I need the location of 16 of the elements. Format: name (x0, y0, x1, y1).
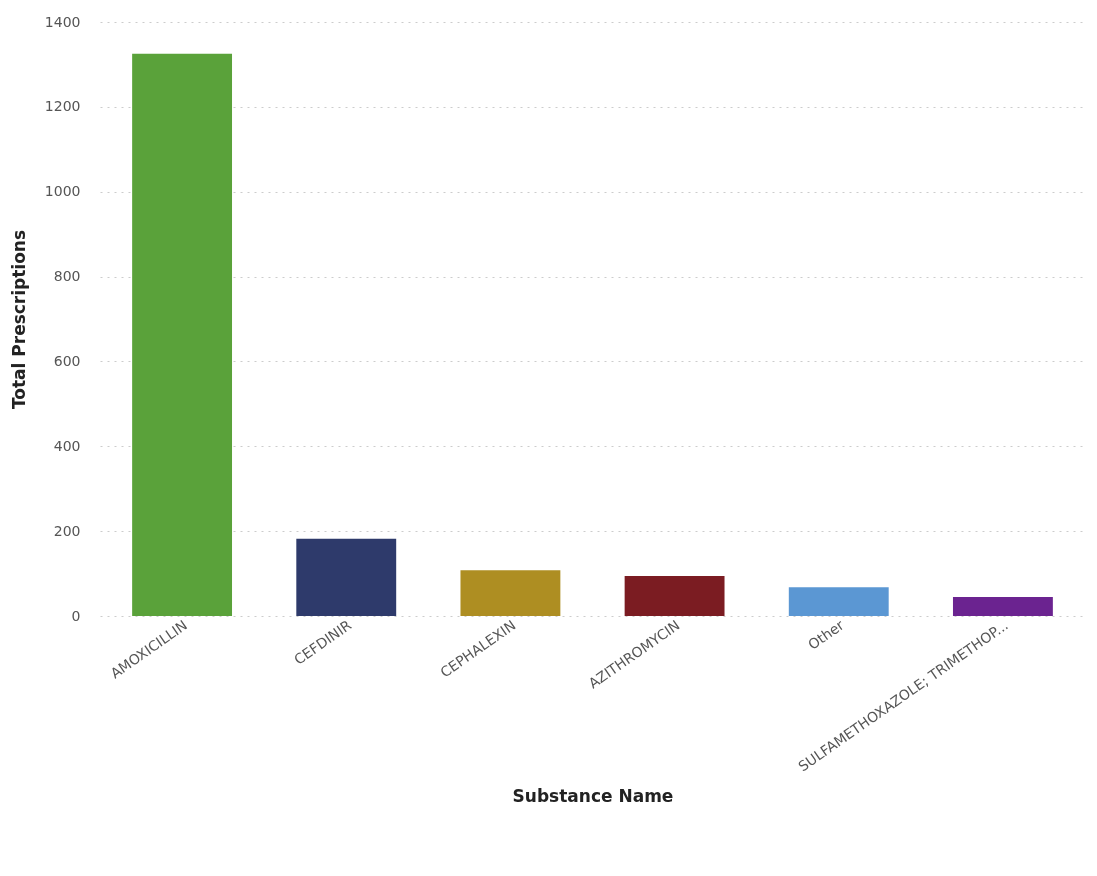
y-tick-label: 1200 (44, 98, 81, 115)
bar (460, 570, 561, 616)
y-tick-label: 400 (53, 437, 81, 454)
y-tick-label: 200 (53, 522, 81, 539)
bar (788, 587, 889, 616)
bar (132, 53, 233, 616)
y-tick-label: 1000 (44, 183, 81, 200)
y-tick-label: 1400 (44, 13, 81, 30)
bar (624, 576, 725, 616)
bar (296, 538, 397, 616)
y-axis-title: Total Prescriptions (8, 229, 29, 410)
y-tick-label: 600 (53, 352, 81, 369)
y-tick-label: 0 (71, 607, 81, 624)
y-tick-label: 800 (53, 268, 81, 285)
x-axis-title: Substance Name (512, 785, 674, 806)
bar (952, 596, 1053, 616)
